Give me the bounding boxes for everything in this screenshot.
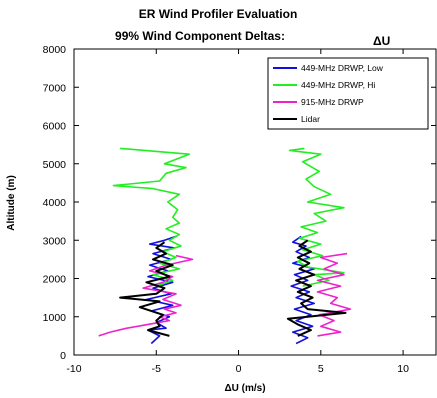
legend-label: 449-MHz DRWP, Low [301,63,384,73]
series-group [98,147,352,345]
series-line-449-mhz-drwp-hi-left [112,147,190,287]
series-line-lidar-left [119,241,174,337]
axis-ticks: -10 -5 0 5 10 0 1000 2000 3000 4000 5000 6000 7000 80… [43,44,436,375]
legend-label: 449-MHz DRWP, Hi [301,80,375,90]
y-tick-label: 0 [60,350,66,362]
legend-label: Lidar [301,114,320,124]
series-line-lidar-right [286,239,347,337]
y-tick-label: 8000 [43,44,67,56]
x-tick-label: -5 [152,363,161,375]
chart-subtitle: 99% Wind Component Deltas: [115,29,285,43]
y-axis-label: Altitude (m) [6,175,17,231]
series-line-449-mhz-drwp-hi-right [288,147,345,287]
y-tick-label: 2000 [43,274,67,286]
series-line-915-mhz-drwp-right [316,252,352,337]
x-tick-label: 10 [397,363,409,375]
legend: 449-MHz DRWP, Low 449-MHz DRWP, Hi 915-MHz… [267,57,429,130]
x-tick-label: 5 [318,363,324,375]
x-tick-label: 0 [236,363,242,375]
x-tick-label: -10 [66,363,81,375]
y-tick-label: 4000 [43,197,67,209]
series-line-915-mhz-drwp-left [98,254,194,337]
y-tick-label: 5000 [43,159,67,171]
y-tick-label: 1000 [43,312,67,324]
y-tick-label: 7000 [43,82,67,94]
y-tick-label: 3000 [43,235,67,247]
x-axis-label: ΔU (m/s) [224,383,265,394]
y-tick-label: 6000 [43,121,67,133]
chart-title: ER Wind Profiler Evaluation [139,7,298,21]
legend-label: 915-MHz DRWP [301,97,364,107]
subtitle-symbol: ΔU [373,34,390,48]
legend-box [267,57,429,130]
series-line-449-mhz-drwp-low-right [290,235,316,345]
